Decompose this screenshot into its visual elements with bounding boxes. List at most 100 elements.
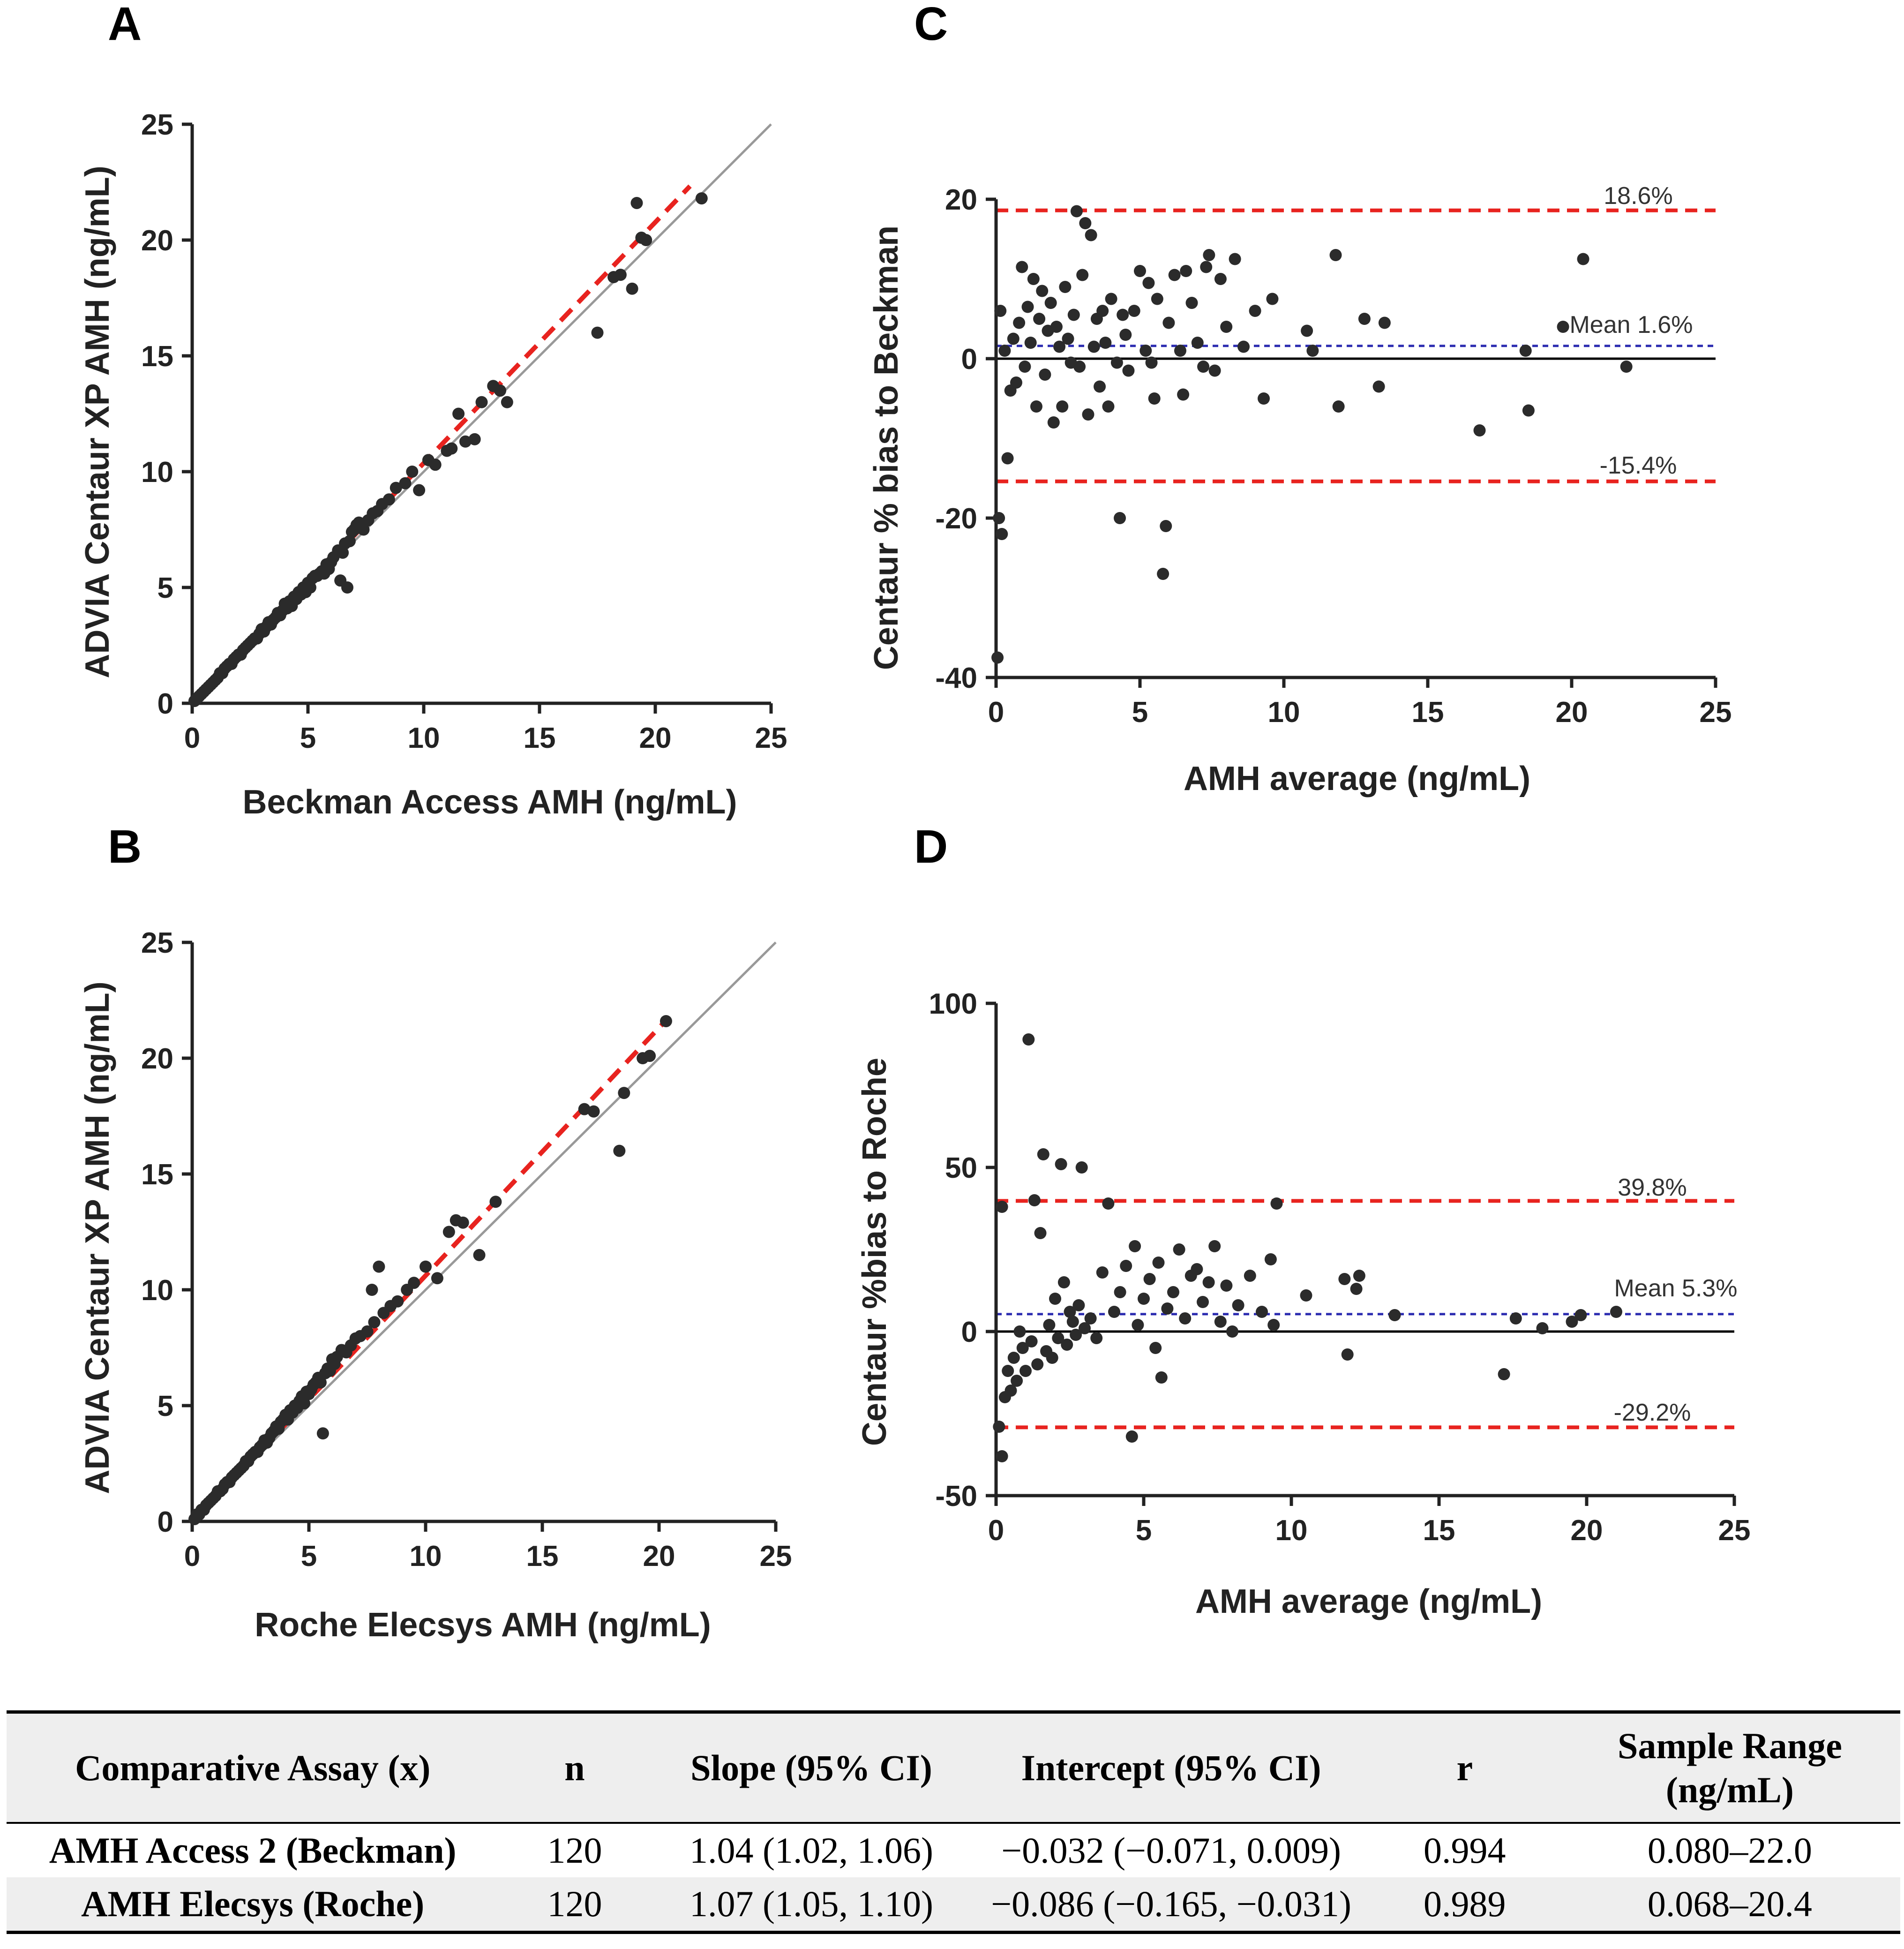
cell-slope: 1.04 (1.02, 1.06) (690, 1830, 933, 1871)
panel-d-data-point (1220, 1279, 1233, 1292)
panel-d-data-point (1143, 1273, 1156, 1285)
panel-c-data-point (1237, 340, 1250, 353)
header-sample-range-line2: (ng/mL) (1665, 1769, 1794, 1810)
panel-d-mean-label: Mean 5.3% (1614, 1275, 1737, 1302)
panel-d-data-point (1090, 1332, 1103, 1344)
panel-c-data-point (1027, 273, 1040, 285)
panel-c-data-point (991, 651, 1004, 664)
panel-d-data-point (1244, 1270, 1256, 1282)
panel-a-data-point (445, 442, 458, 455)
panel-c-data-point (1062, 332, 1074, 345)
panel-c-data-point (1332, 400, 1345, 413)
panel-d-y-axis-title: Centaur %bias to Roche (856, 1058, 893, 1446)
panel-b-y-tick-label: 20 (141, 1043, 173, 1075)
panel-b-data-point (316, 1427, 329, 1440)
panel-c-data-point (1266, 293, 1279, 305)
panel-b-y-tick-label: 15 (141, 1159, 173, 1191)
panel-c-data-point (1013, 316, 1026, 329)
cell-intercept: −0.086 (−0.165, −0.031) (991, 1883, 1352, 1925)
panel-a-data-point (406, 466, 419, 478)
panel-b-data-point (298, 1397, 311, 1410)
panel-d-data-point (1125, 1430, 1138, 1443)
panel-b-data-point (442, 1226, 455, 1238)
panel-d-data-point (1075, 1161, 1088, 1174)
panel-a-data-point (626, 282, 638, 295)
panel-c-data-point (1024, 337, 1037, 349)
panel-c-data-point (1168, 269, 1181, 281)
panel-a-y-tick-label: 0 (157, 688, 173, 720)
panel-b-data-point (368, 1316, 381, 1329)
panel-a-data-point (475, 396, 488, 408)
panel-d-data-point (1061, 1339, 1073, 1351)
figure-canvas: A Beckman Access AMH (ng/mL) ADVIA Centa… (79, 0, 1751, 1644)
panel-d-data-point (1028, 1194, 1041, 1206)
panel-d-data-point (996, 1450, 1008, 1462)
panel-d-data-point (1152, 1257, 1165, 1269)
panel-c-lower-limit-label: -15.4% (1600, 452, 1677, 479)
summary-table: Comparative Assay (x) n Slope (95% CI) I… (7, 1710, 1900, 1934)
panel-c-data-point (1139, 345, 1152, 357)
panel-d-data-point (1022, 1033, 1035, 1046)
panel-d-data-point (993, 1421, 1005, 1433)
panel-a-x-tick-label: 25 (755, 722, 787, 754)
panel-c-data-point (1096, 305, 1109, 317)
cell-range: 0.080–22.0 (1647, 1830, 1812, 1871)
cell-r: 0.989 (1424, 1883, 1506, 1925)
panel-c-data-point (1039, 369, 1051, 381)
panel-c-data-point (996, 528, 1008, 540)
table-row: AMH Elecsys (Roche) 120 1.07 (1.05, 1.10… (7, 1877, 1900, 1933)
panel-b-x-tick-label: 5 (301, 1540, 317, 1573)
panel-a-data-point (630, 196, 643, 209)
panel-b-letter: B (108, 820, 142, 873)
panel-b-data-point (366, 1284, 378, 1296)
panel-d-data-point (996, 1201, 1008, 1213)
panel-b-x-tick-label: 0 (184, 1540, 200, 1573)
panel-d-data-point (1052, 1332, 1064, 1344)
panel-c-data-point (1306, 345, 1319, 357)
panel-c-x-tick-label: 0 (988, 696, 1004, 729)
panel-c-data-point (1019, 361, 1031, 373)
panel-a-y-axis-title: ADVIA Centaur XP AMH (ng/mL) (79, 166, 116, 678)
cell-n: 120 (547, 1830, 602, 1871)
panel-d-data-point (1138, 1293, 1150, 1305)
table-row: AMH Access 2 (Beckman) 120 1.04 (1.02, 1… (7, 1823, 1900, 1877)
panel-a-data-point (399, 477, 412, 489)
panel-c-data-point (1053, 340, 1066, 353)
header-n: n (564, 1747, 585, 1788)
panel-a-y-tick-label: 20 (141, 225, 173, 257)
panel-b-x-tick-label: 20 (643, 1540, 675, 1573)
panel-b-y-tick-label: 5 (157, 1390, 173, 1422)
panel-c-data-point (1114, 512, 1126, 524)
panel-d-data-point (1055, 1158, 1067, 1170)
panel-d-data-point (1132, 1319, 1144, 1331)
panel-c-data-point (1050, 321, 1063, 333)
panel-d-data-point (1043, 1319, 1056, 1331)
panel-a-regression-line (190, 184, 692, 706)
panel-a-data-point (357, 523, 370, 536)
panel-c-data-point (1102, 400, 1115, 413)
panel-d-data-point (1034, 1227, 1047, 1239)
panel-b-data-point (408, 1277, 420, 1289)
panel-d-data-point (1202, 1276, 1215, 1288)
panel-a-x-axis-title: Beckman Access AMH (ng/mL) (243, 783, 737, 821)
panel-c-data-point (1076, 269, 1089, 281)
panel-b-y-tick-label: 10 (141, 1274, 173, 1307)
panel-c-x-tick-label: 10 (1268, 696, 1300, 729)
panel-b-y-axis-title: ADVIA Centaur XP AMH (ng/mL) (79, 981, 116, 1494)
panel-d-lower-limit-label: -29.2% (1614, 1399, 1691, 1426)
panel-d-data-point (1102, 1197, 1115, 1210)
panel-d-x-tick-label: 25 (1718, 1514, 1751, 1547)
panel-b-data-point (420, 1260, 432, 1273)
panel-d-data-point (1011, 1375, 1023, 1387)
cell-slope: 1.07 (1.05, 1.10) (690, 1883, 933, 1925)
panel-d-data-point (1610, 1306, 1622, 1318)
panel-c-data-point (1122, 364, 1135, 377)
panel-b-x-tick-label: 25 (760, 1540, 792, 1573)
panel-b-data-point (613, 1144, 626, 1157)
panel-a-y-tick-label: 10 (141, 456, 173, 489)
panel-b-data-point (644, 1050, 656, 1062)
panel-b-x-tick-label: 10 (410, 1540, 442, 1573)
panel-c-data-point (998, 345, 1011, 357)
panel-c-data-point (1047, 416, 1060, 429)
panel-d-data-point (1338, 1273, 1351, 1285)
